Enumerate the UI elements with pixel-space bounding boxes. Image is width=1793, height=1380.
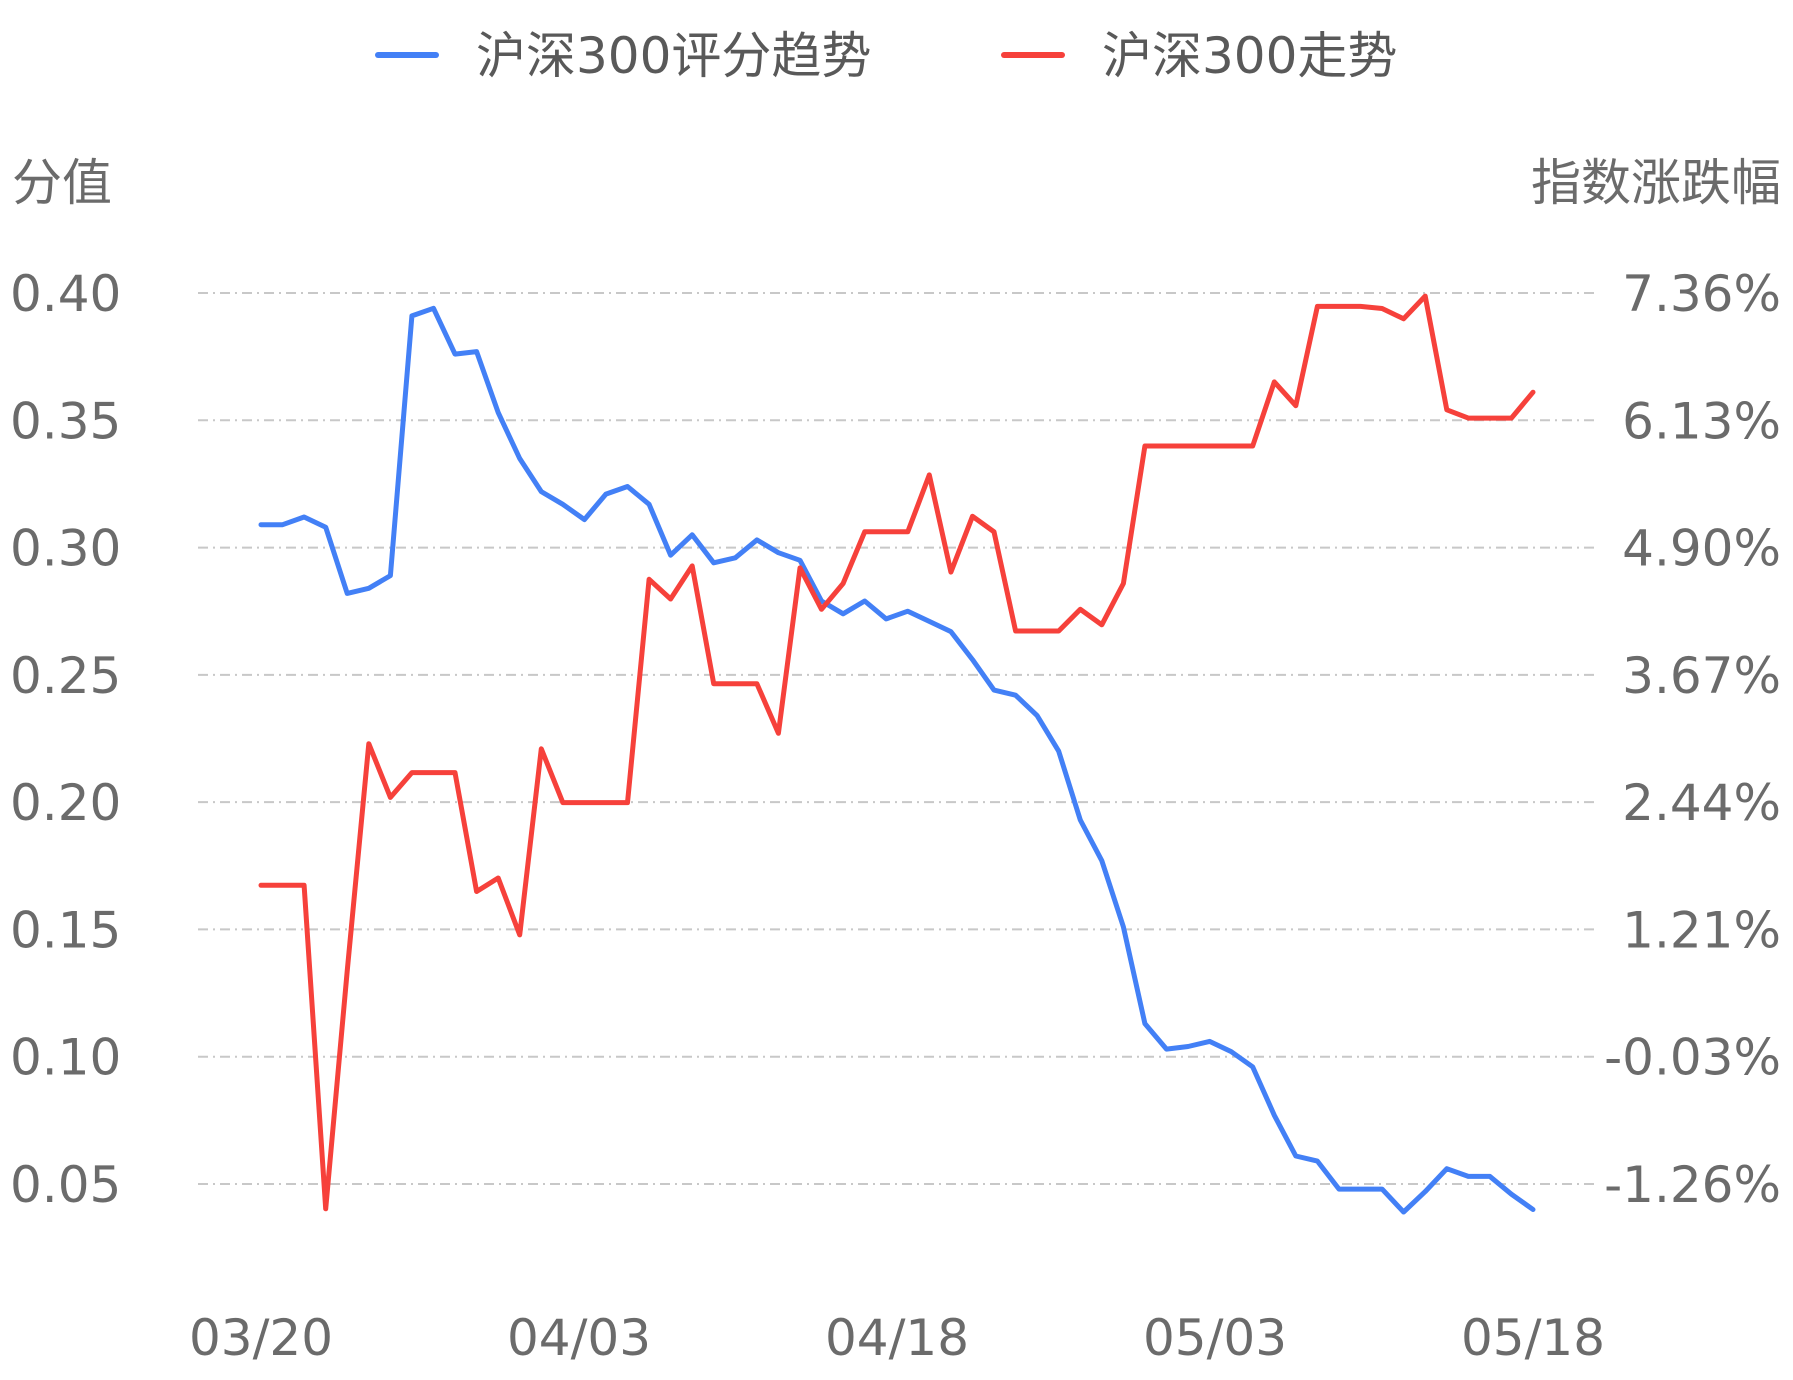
left-tick-label: 0.15 — [10, 901, 121, 959]
left-tick-label: 0.10 — [10, 1029, 121, 1087]
right-tick-label: -1.26% — [1604, 1156, 1781, 1214]
right-tick-label: 3.67% — [1622, 647, 1781, 705]
legend-item-index[interactable]: 沪深300走势 — [1001, 27, 1397, 85]
right-axis-ticks: 7.36% 6.13% 4.90% 3.67% 2.44% 1.21% -0.03% -1.2… — [1604, 265, 1781, 1214]
legend-item-score[interactable]: 沪深300评分趋势 — [375, 27, 871, 85]
left-tick-label: 0.35 — [10, 392, 121, 450]
right-axis-title: 指数涨跌幅 — [1531, 154, 1781, 212]
left-tick-label: 0.25 — [10, 647, 121, 705]
right-tick-label: -0.03% — [1604, 1029, 1781, 1087]
right-tick-label: 2.44% — [1622, 774, 1781, 832]
right-tick-label: 7.36% — [1622, 265, 1781, 323]
left-tick-label: 0.20 — [10, 774, 121, 832]
x-tick-label: 05/18 — [1461, 1309, 1605, 1367]
x-tick-label: 05/03 — [1143, 1309, 1287, 1367]
grid — [198, 292, 1597, 1185]
right-tick-label: 6.13% — [1622, 392, 1781, 450]
left-tick-label: 0.30 — [10, 520, 121, 578]
left-tick-label: 0.05 — [10, 1156, 121, 1214]
series — [258, 293, 1536, 1215]
x-tick-label: 04/03 — [507, 1309, 651, 1367]
series-line-score — [258, 305, 1536, 1215]
x-tick-label: 04/18 — [825, 1309, 969, 1367]
left-axis-ticks: 0.40 0.35 0.30 0.25 0.20 0.15 0.10 0.05 — [10, 265, 121, 1214]
left-tick-label: 0.40 — [10, 265, 121, 323]
x-axis-ticks: 03/20 04/03 04/18 05/03 05/18 — [189, 1309, 1605, 1367]
left-axis-title: 分值 — [12, 154, 112, 212]
legend-label-index: 沪深300走势 — [1102, 27, 1397, 85]
right-tick-label: 1.21% — [1622, 901, 1781, 959]
legend: 沪深300评分趋势 沪深300走势 — [375, 27, 1397, 85]
x-tick-label: 03/20 — [189, 1309, 333, 1367]
series-line-index — [258, 293, 1536, 1212]
legend-label-score: 沪深300评分趋势 — [476, 27, 871, 85]
right-tick-label: 4.90% — [1622, 520, 1781, 578]
